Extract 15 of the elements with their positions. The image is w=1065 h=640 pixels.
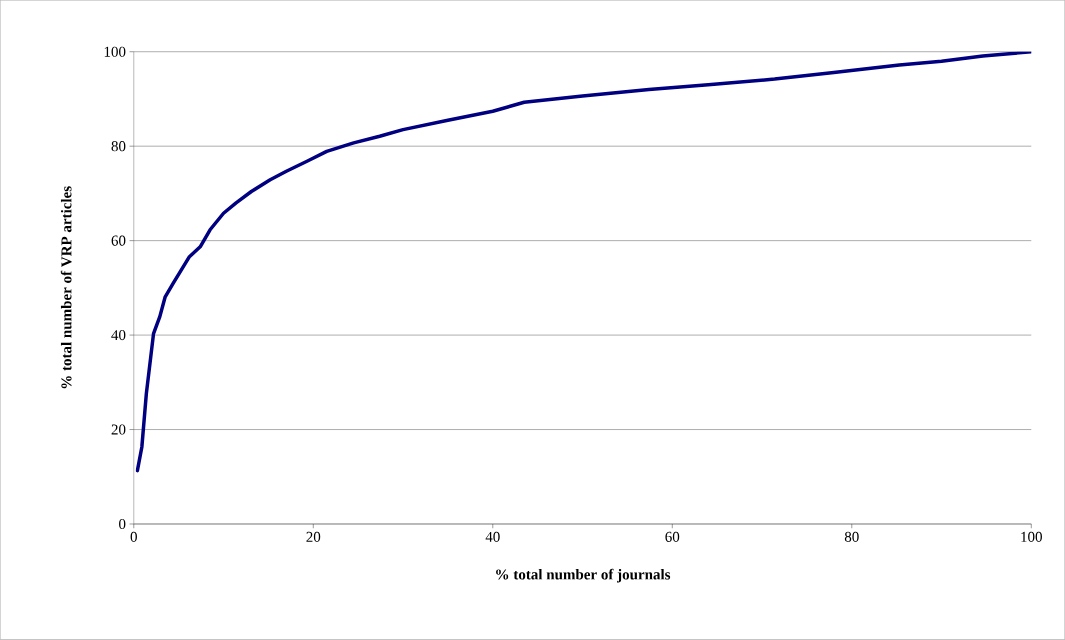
x-tick-label: 20 bbox=[306, 531, 321, 543]
y-tick-label: 80 bbox=[111, 141, 126, 152]
x-tick-label: 40 bbox=[485, 531, 500, 543]
y-tick-label: 0 bbox=[119, 519, 126, 530]
x-tick-label: 100 bbox=[1021, 531, 1042, 543]
x-tick-label: 0 bbox=[130, 531, 137, 543]
line-series bbox=[135, 51, 1032, 473]
y-axis-title: % total number of VRP articles bbox=[60, 186, 72, 389]
y-tick-label: 60 bbox=[111, 235, 126, 246]
x-tick-label: 60 bbox=[665, 531, 680, 543]
x-tick-label: 80 bbox=[844, 531, 859, 543]
y-tick-label: 40 bbox=[111, 330, 126, 341]
y-tick-label: 100 bbox=[104, 46, 126, 57]
x-axis-title: % total number of journals bbox=[496, 568, 671, 583]
y-tick-label: 20 bbox=[111, 424, 126, 435]
